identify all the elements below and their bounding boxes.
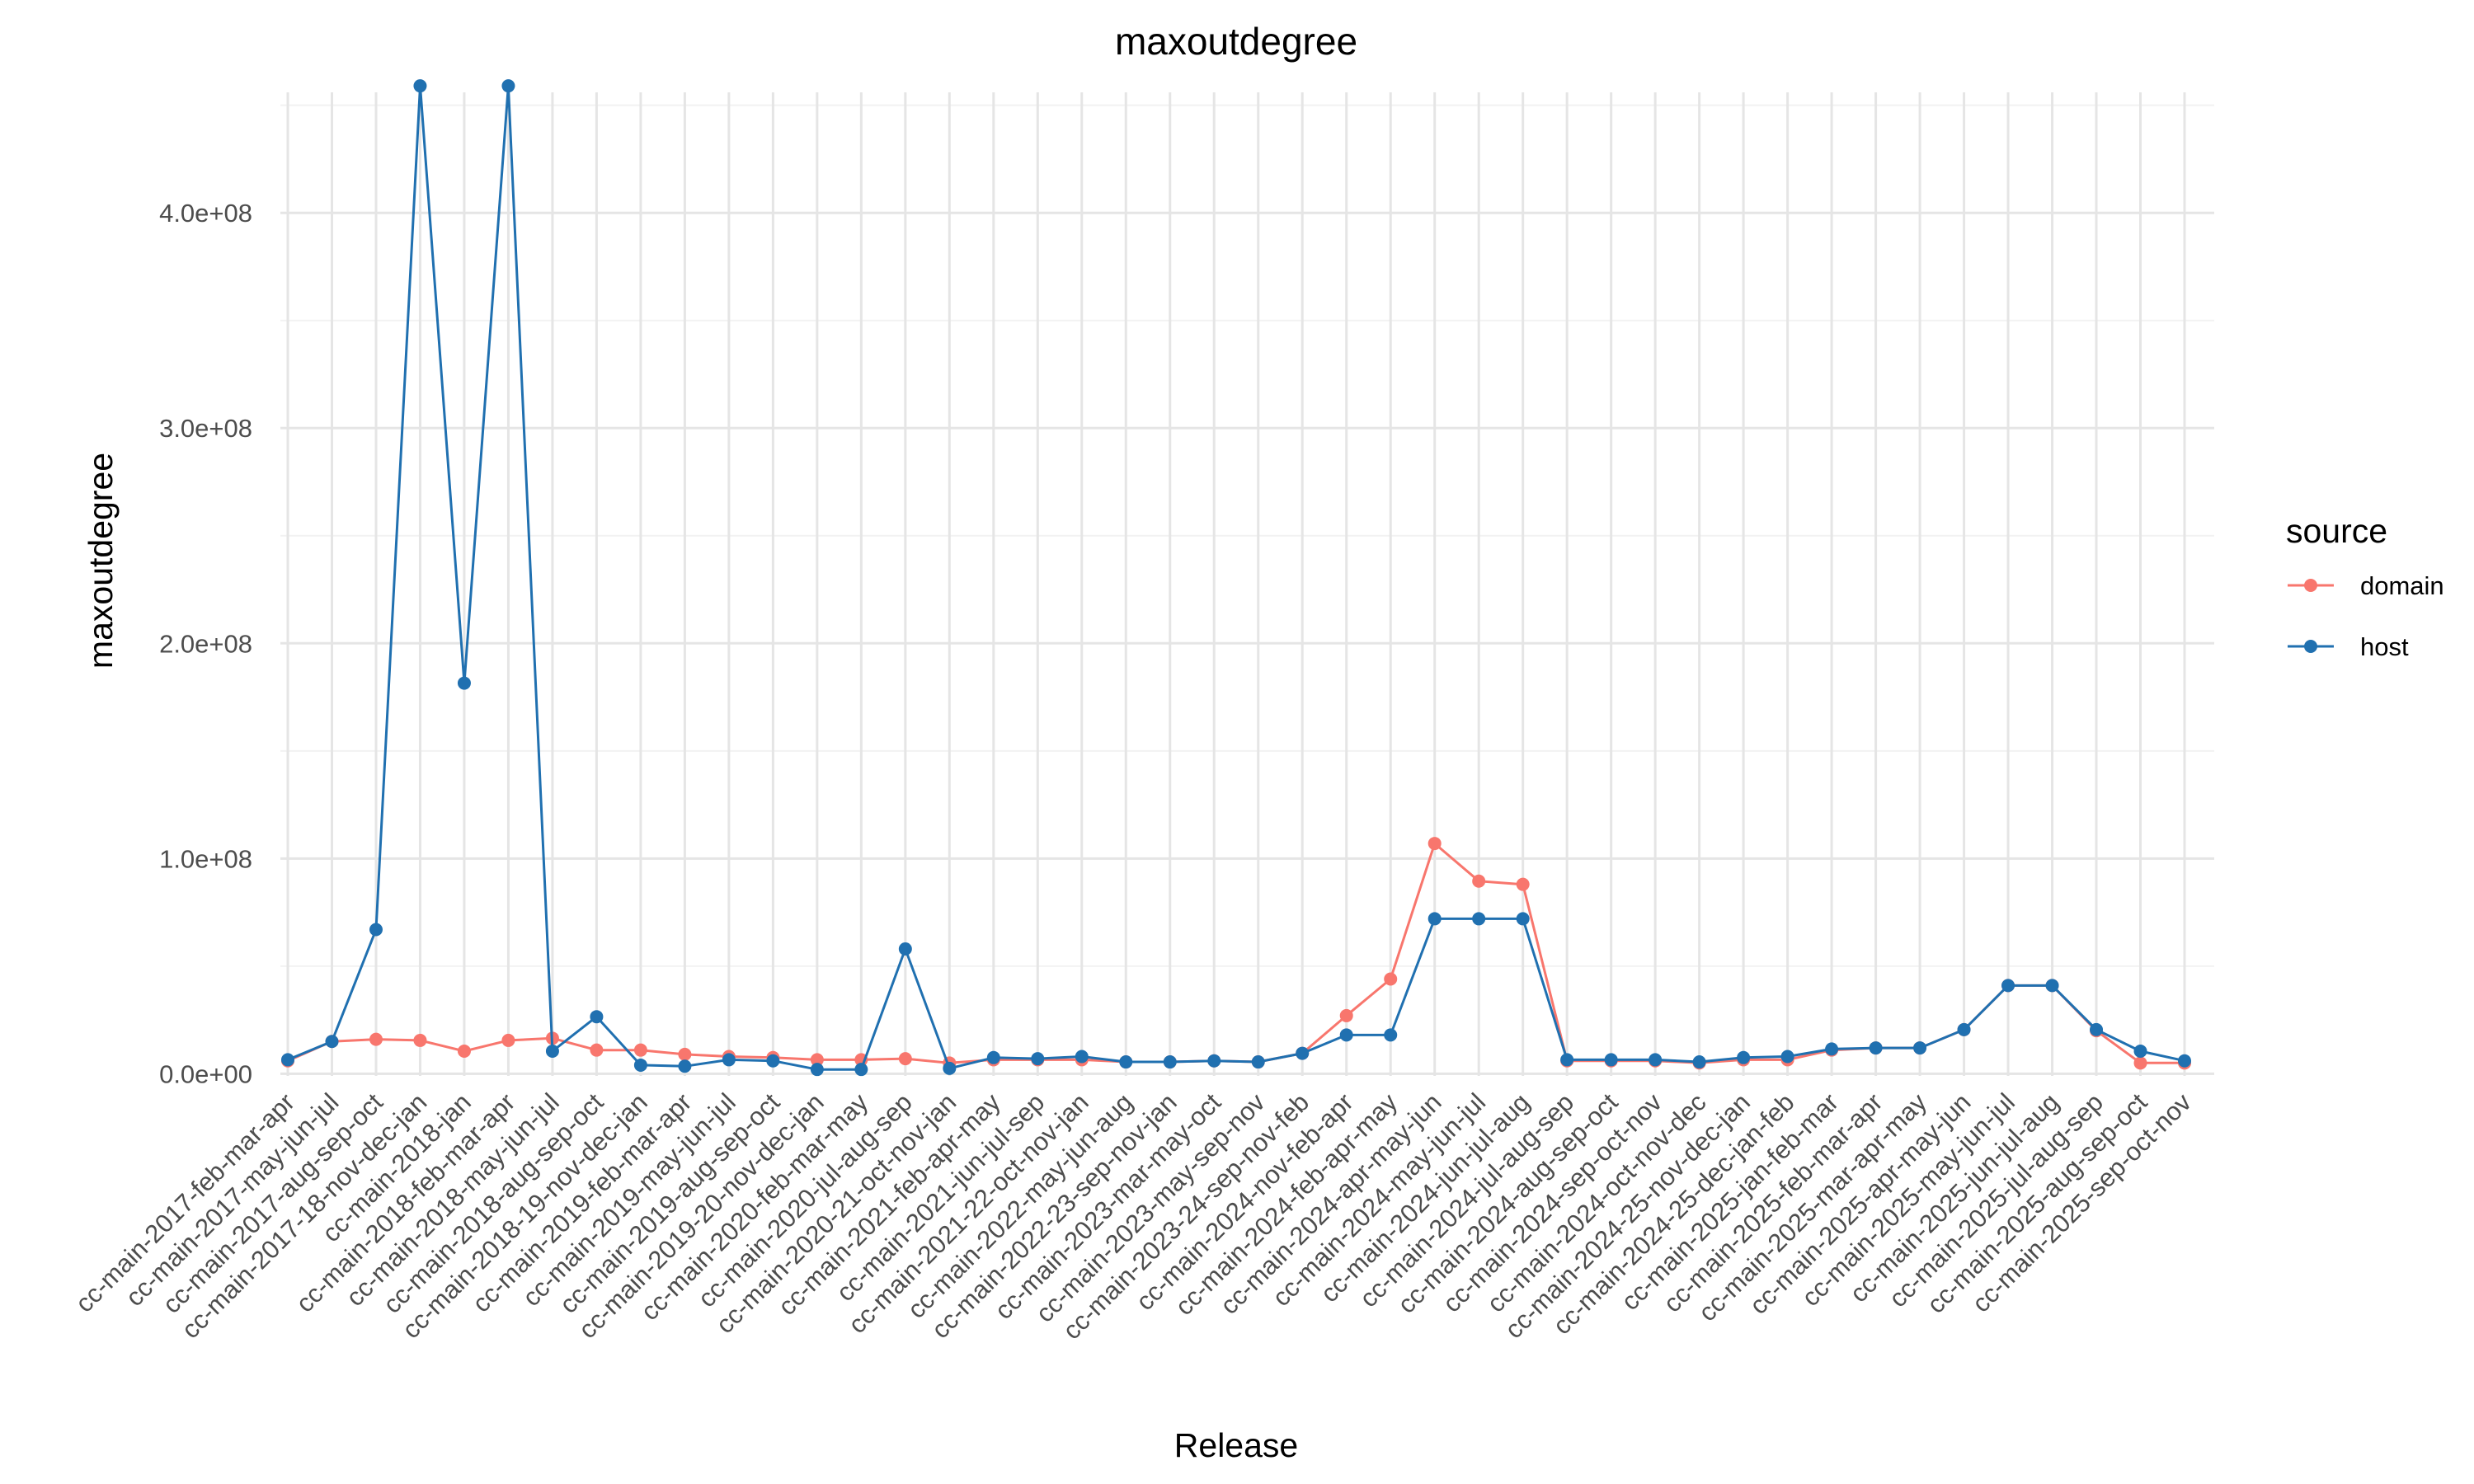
data-point-domain <box>590 1043 604 1057</box>
data-point-host <box>1825 1042 1839 1056</box>
data-point-host <box>854 1063 868 1077</box>
data-point-host <box>325 1035 339 1049</box>
data-point-domain <box>898 1052 912 1066</box>
data-point-host <box>1296 1046 1310 1060</box>
data-point-domain <box>810 1053 824 1067</box>
y-tick-label: 2.0e+08 <box>159 629 252 658</box>
data-point-host <box>810 1063 824 1077</box>
data-point-host <box>678 1059 692 1073</box>
data-point-host <box>545 1044 559 1058</box>
y-tick-label: 3.0e+08 <box>159 414 252 443</box>
data-point-host <box>1692 1055 1706 1069</box>
legend-label-host: host <box>2360 632 2409 661</box>
data-point-domain <box>1516 877 1530 891</box>
data-point-host <box>1604 1053 1618 1067</box>
data-point-host <box>1560 1053 1574 1067</box>
data-point-domain <box>369 1032 383 1046</box>
chart-title: maxoutdegree <box>1115 20 1357 63</box>
data-point-host <box>1119 1055 1133 1069</box>
legend-items: domain host <box>2288 571 2444 661</box>
data-point-host <box>898 942 912 956</box>
data-point-host <box>1913 1041 1927 1055</box>
data-point-host <box>1649 1053 1663 1067</box>
data-point-host <box>2090 1022 2104 1036</box>
data-point-host <box>943 1061 957 1075</box>
data-point-host <box>590 1010 604 1024</box>
data-point-host <box>457 676 471 690</box>
data-point-domain <box>2133 1056 2147 1070</box>
series-line-host <box>287 84 2185 1071</box>
data-point-host <box>1384 1028 1398 1042</box>
data-point-host <box>1163 1055 1177 1069</box>
data-point-host <box>1427 912 1442 926</box>
legend-label-domain: domain <box>2360 571 2444 600</box>
data-point-host <box>1472 912 1486 926</box>
data-point-host <box>281 1053 294 1067</box>
data-point-domain <box>1384 972 1398 986</box>
data-point-domain <box>1339 1008 1353 1022</box>
legend: source domain host <box>2286 512 2444 661</box>
data-point-domain <box>1427 837 1442 851</box>
data-point-domain <box>457 1044 471 1058</box>
data-point-host <box>1780 1050 1794 1064</box>
data-point-host <box>2045 979 2059 993</box>
data-point-host <box>722 1053 736 1067</box>
data-point-host <box>2001 979 2015 993</box>
data-point-domain <box>413 1033 427 1047</box>
y-axis-title: maxoutdegree <box>82 453 120 669</box>
data-point-host <box>1737 1050 1751 1064</box>
data-point-host <box>369 923 383 937</box>
data-point-host <box>766 1054 780 1068</box>
data-point-host <box>1207 1054 1221 1068</box>
data-point-host <box>1957 1022 1971 1036</box>
y-tick-label: 1.0e+08 <box>159 844 252 873</box>
data-point-host <box>1251 1055 1265 1069</box>
y-axis-ticks: 0.0e+00 1.0e+08 2.0e+08 3.0e+08 4.0e+08 <box>159 199 252 1088</box>
y-tick-label: 0.0e+00 <box>159 1059 252 1088</box>
data-point-host <box>2133 1044 2147 1058</box>
data-point-host <box>1339 1028 1353 1042</box>
data-point-host <box>1031 1052 1045 1066</box>
data-point-host <box>413 79 427 93</box>
data-point-host <box>1516 912 1530 926</box>
data-point-host <box>986 1050 1000 1064</box>
legend-key-point-host <box>2304 640 2317 653</box>
data-point-domain <box>501 1033 515 1047</box>
series-layer <box>281 79 2191 1077</box>
legend-title: source <box>2286 512 2387 550</box>
legend-key-point-domain <box>2304 579 2317 592</box>
x-axis-title: Release <box>1174 1426 1298 1464</box>
data-point-host <box>1075 1050 1089 1064</box>
data-point-host <box>633 1058 647 1072</box>
data-point-domain <box>1472 874 1486 888</box>
data-point-host <box>501 79 515 93</box>
grid-minor <box>280 104 2214 967</box>
data-point-domain <box>678 1047 692 1061</box>
data-point-host <box>2178 1054 2191 1068</box>
data-point-domain <box>633 1043 647 1057</box>
data-point-host <box>1869 1041 1883 1055</box>
grid-major <box>280 92 2214 1076</box>
y-tick-label: 4.0e+08 <box>159 199 252 228</box>
